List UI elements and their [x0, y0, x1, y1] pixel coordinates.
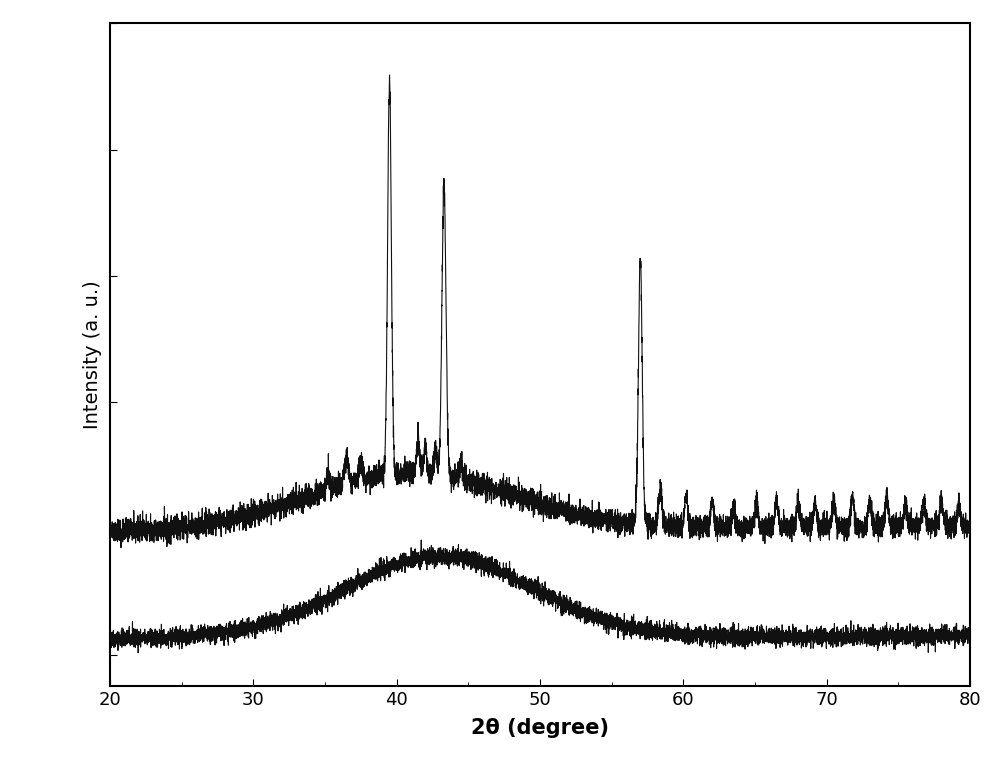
Y-axis label: Intensity (a. u.): Intensity (a. u.) [83, 281, 102, 429]
X-axis label: 2θ (degree): 2θ (degree) [471, 718, 609, 738]
